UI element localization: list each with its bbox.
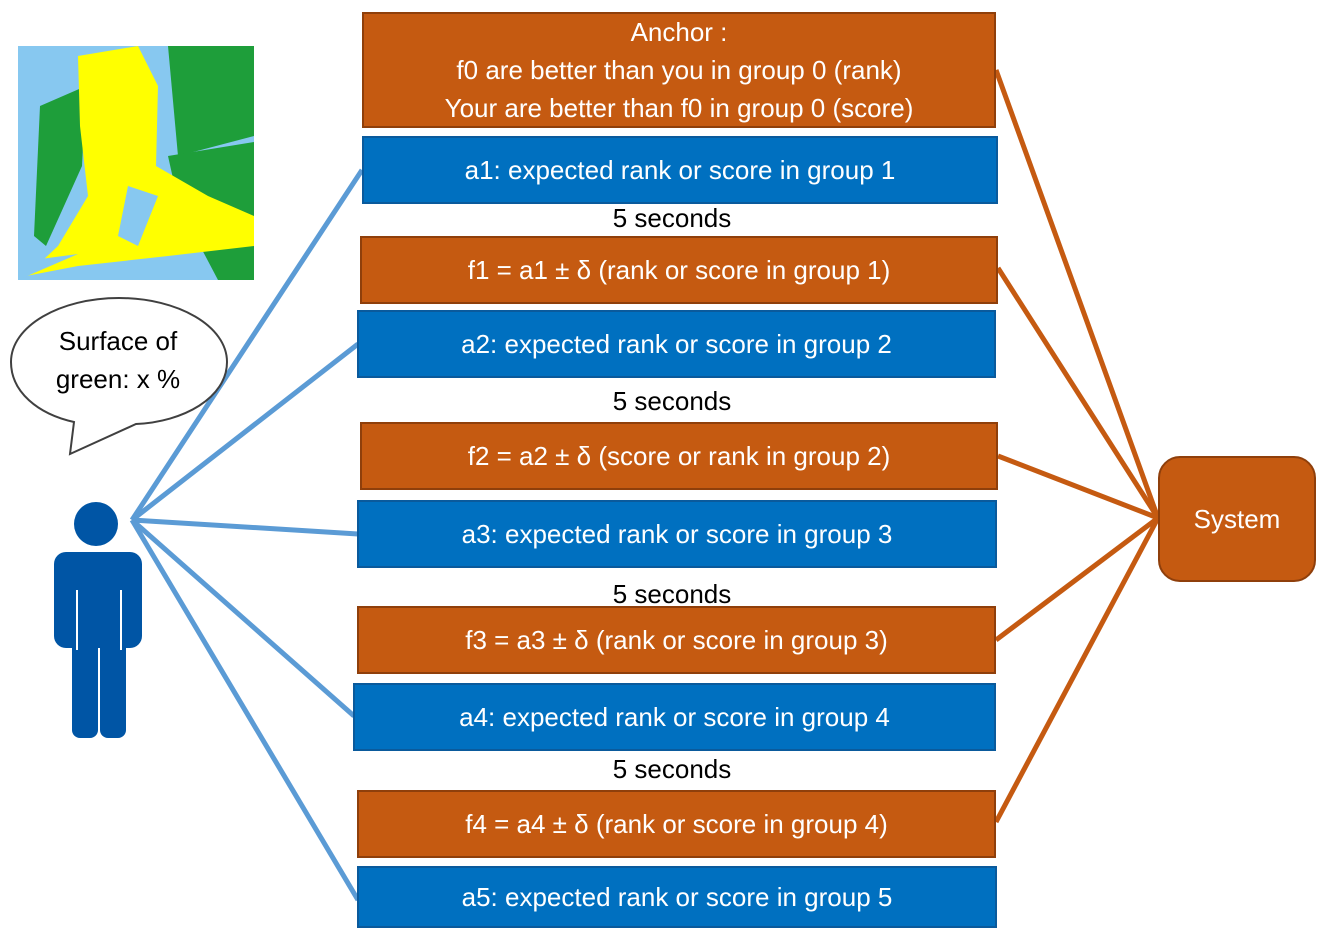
user-to-a1-line xyxy=(129,168,365,522)
user-to-a3-line xyxy=(131,517,359,537)
f3-box: f3 = a3 ± δ (rank or score in group 3) xyxy=(357,606,996,674)
f2-to-system-line xyxy=(997,453,1159,521)
user-to-a5-line xyxy=(129,518,361,902)
a1-box: a1: expected rank or score in group 1 xyxy=(362,136,998,204)
anchor-rank-line: f0 are better than you in group 0 (rank) xyxy=(456,55,902,85)
anchor-title: Anchor : xyxy=(630,17,728,47)
a2-box: a2: expected rank or score in group 2 xyxy=(357,310,996,378)
delay-label-1: 5 seconds xyxy=(612,203,732,233)
anchor-to-system-line xyxy=(993,69,1161,519)
f2-box: f2 = a2 ± δ (score or rank in group 2) xyxy=(360,422,998,490)
delay-label-3: 5 seconds xyxy=(612,579,732,609)
bubble-text: Surface of green: x % xyxy=(55,326,181,394)
system-box: System xyxy=(1158,456,1316,582)
person-icon xyxy=(54,502,142,738)
anchor-box: Anchor : f0 are better than you in group… xyxy=(362,12,996,128)
f4-to-system-line xyxy=(993,516,1161,824)
f3-to-system-line xyxy=(994,516,1160,642)
speech-bubble-icon xyxy=(9,296,229,456)
delay-label-4: 5 seconds xyxy=(612,754,732,784)
f4-box: f4 = a4 ± δ (rank or score in group 4) xyxy=(357,790,996,858)
f1-to-system-line xyxy=(995,266,1161,520)
delay-label-2: 5 seconds xyxy=(612,386,732,416)
f1-box: f1 = a1 ± δ (rank or score in group 1) xyxy=(360,236,998,304)
a3-box: a3: expected rank or score in group 3 xyxy=(357,500,997,568)
a4-box: a4: expected rank or score in group 4 xyxy=(353,683,996,751)
green-surface-image xyxy=(18,46,254,280)
system-connector-lines xyxy=(993,69,1161,824)
user-to-a4-line xyxy=(130,518,356,718)
user-to-a2-line xyxy=(130,342,360,522)
a5-box: a5: expected rank or score in group 5 xyxy=(357,866,997,928)
user-connector-lines xyxy=(129,168,365,902)
anchor-score-line: Your are better than f0 in group 0 (scor… xyxy=(444,93,914,123)
